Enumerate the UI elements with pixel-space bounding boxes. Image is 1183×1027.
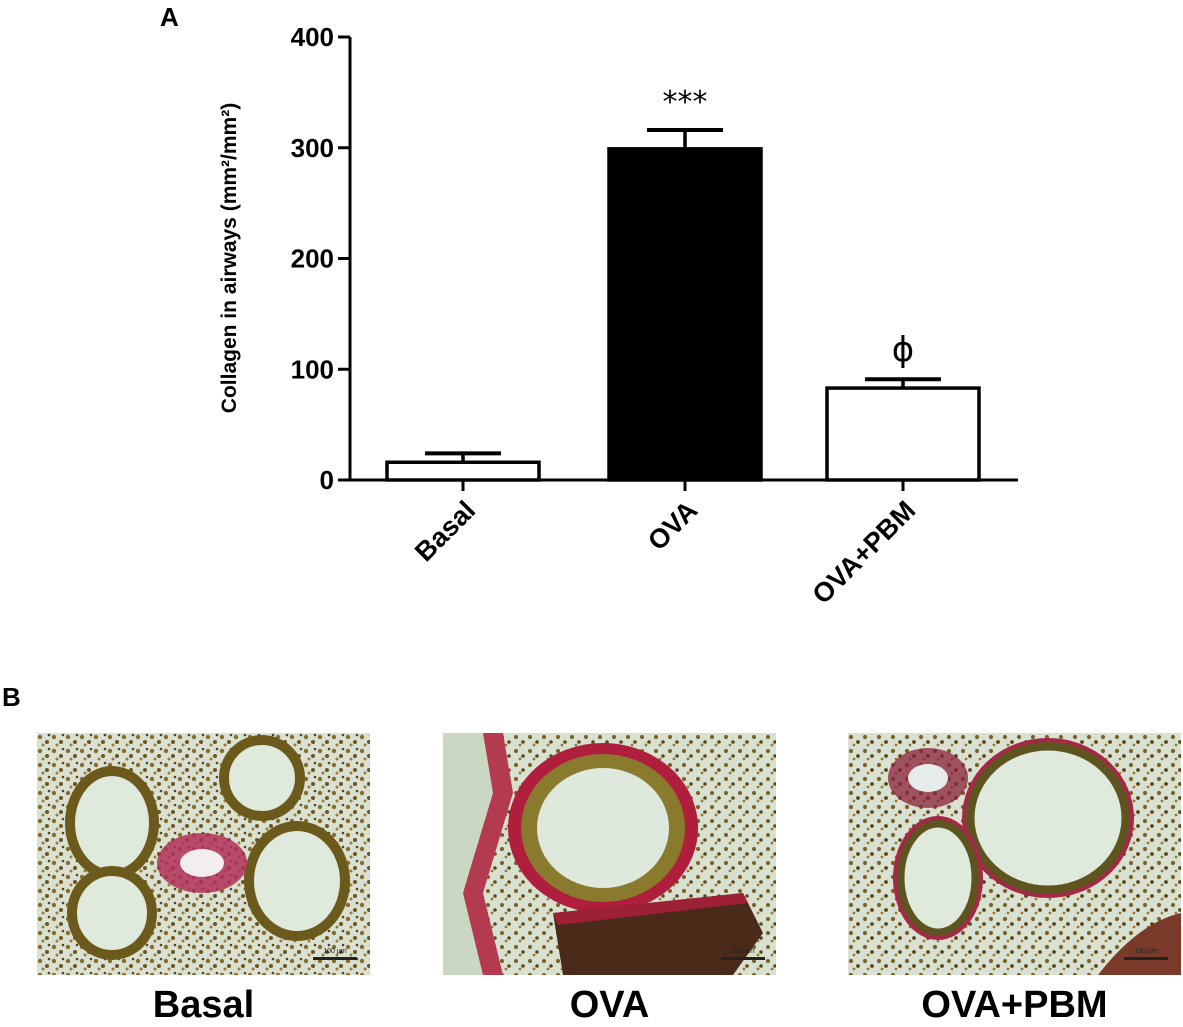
panel-a-label: A xyxy=(160,2,179,32)
panel-b-label: B xyxy=(2,682,21,712)
scale-bar-label: 100 µm xyxy=(323,948,347,955)
x-tick-label: OVA xyxy=(642,495,703,556)
bar-ova-pbm xyxy=(825,386,981,482)
micrograph-basal: 100 µm xyxy=(37,733,370,975)
y-tick-label: 0 xyxy=(320,465,334,495)
micrograph-caption-ova-pbm: OVA+PBM xyxy=(921,984,1108,1026)
significance-annotation: *** xyxy=(663,85,708,120)
scale-bar-label: 100 µm xyxy=(731,948,755,955)
y-tick-label: 300 xyxy=(291,133,334,163)
micrograph-ova-pbm: 100 µm xyxy=(848,733,1181,975)
bar-ova xyxy=(607,147,763,482)
scale-bar-label: 100 µm xyxy=(1134,948,1158,955)
y-tick-label: 200 xyxy=(291,244,334,274)
micrograph-caption-basal: Basal xyxy=(152,984,255,1026)
x-tick-label: OVA+PBM xyxy=(806,495,921,610)
bar-basal xyxy=(385,460,541,482)
y-axis-label: Collagen in airways (mm²/mm²) xyxy=(218,103,241,413)
micrograph-ova: 100 µm xyxy=(443,733,776,975)
y-tick-label: 400 xyxy=(291,22,334,52)
y-tick-label: 100 xyxy=(291,354,334,384)
x-tick-label: Basal xyxy=(409,495,481,567)
significance-annotation: ϕ xyxy=(892,330,914,370)
bar-chart: Collagen in airways (mm²/mm²) 0 100 200 300… xyxy=(218,22,1018,610)
micrograph-caption-ova: OVA xyxy=(569,984,650,1026)
